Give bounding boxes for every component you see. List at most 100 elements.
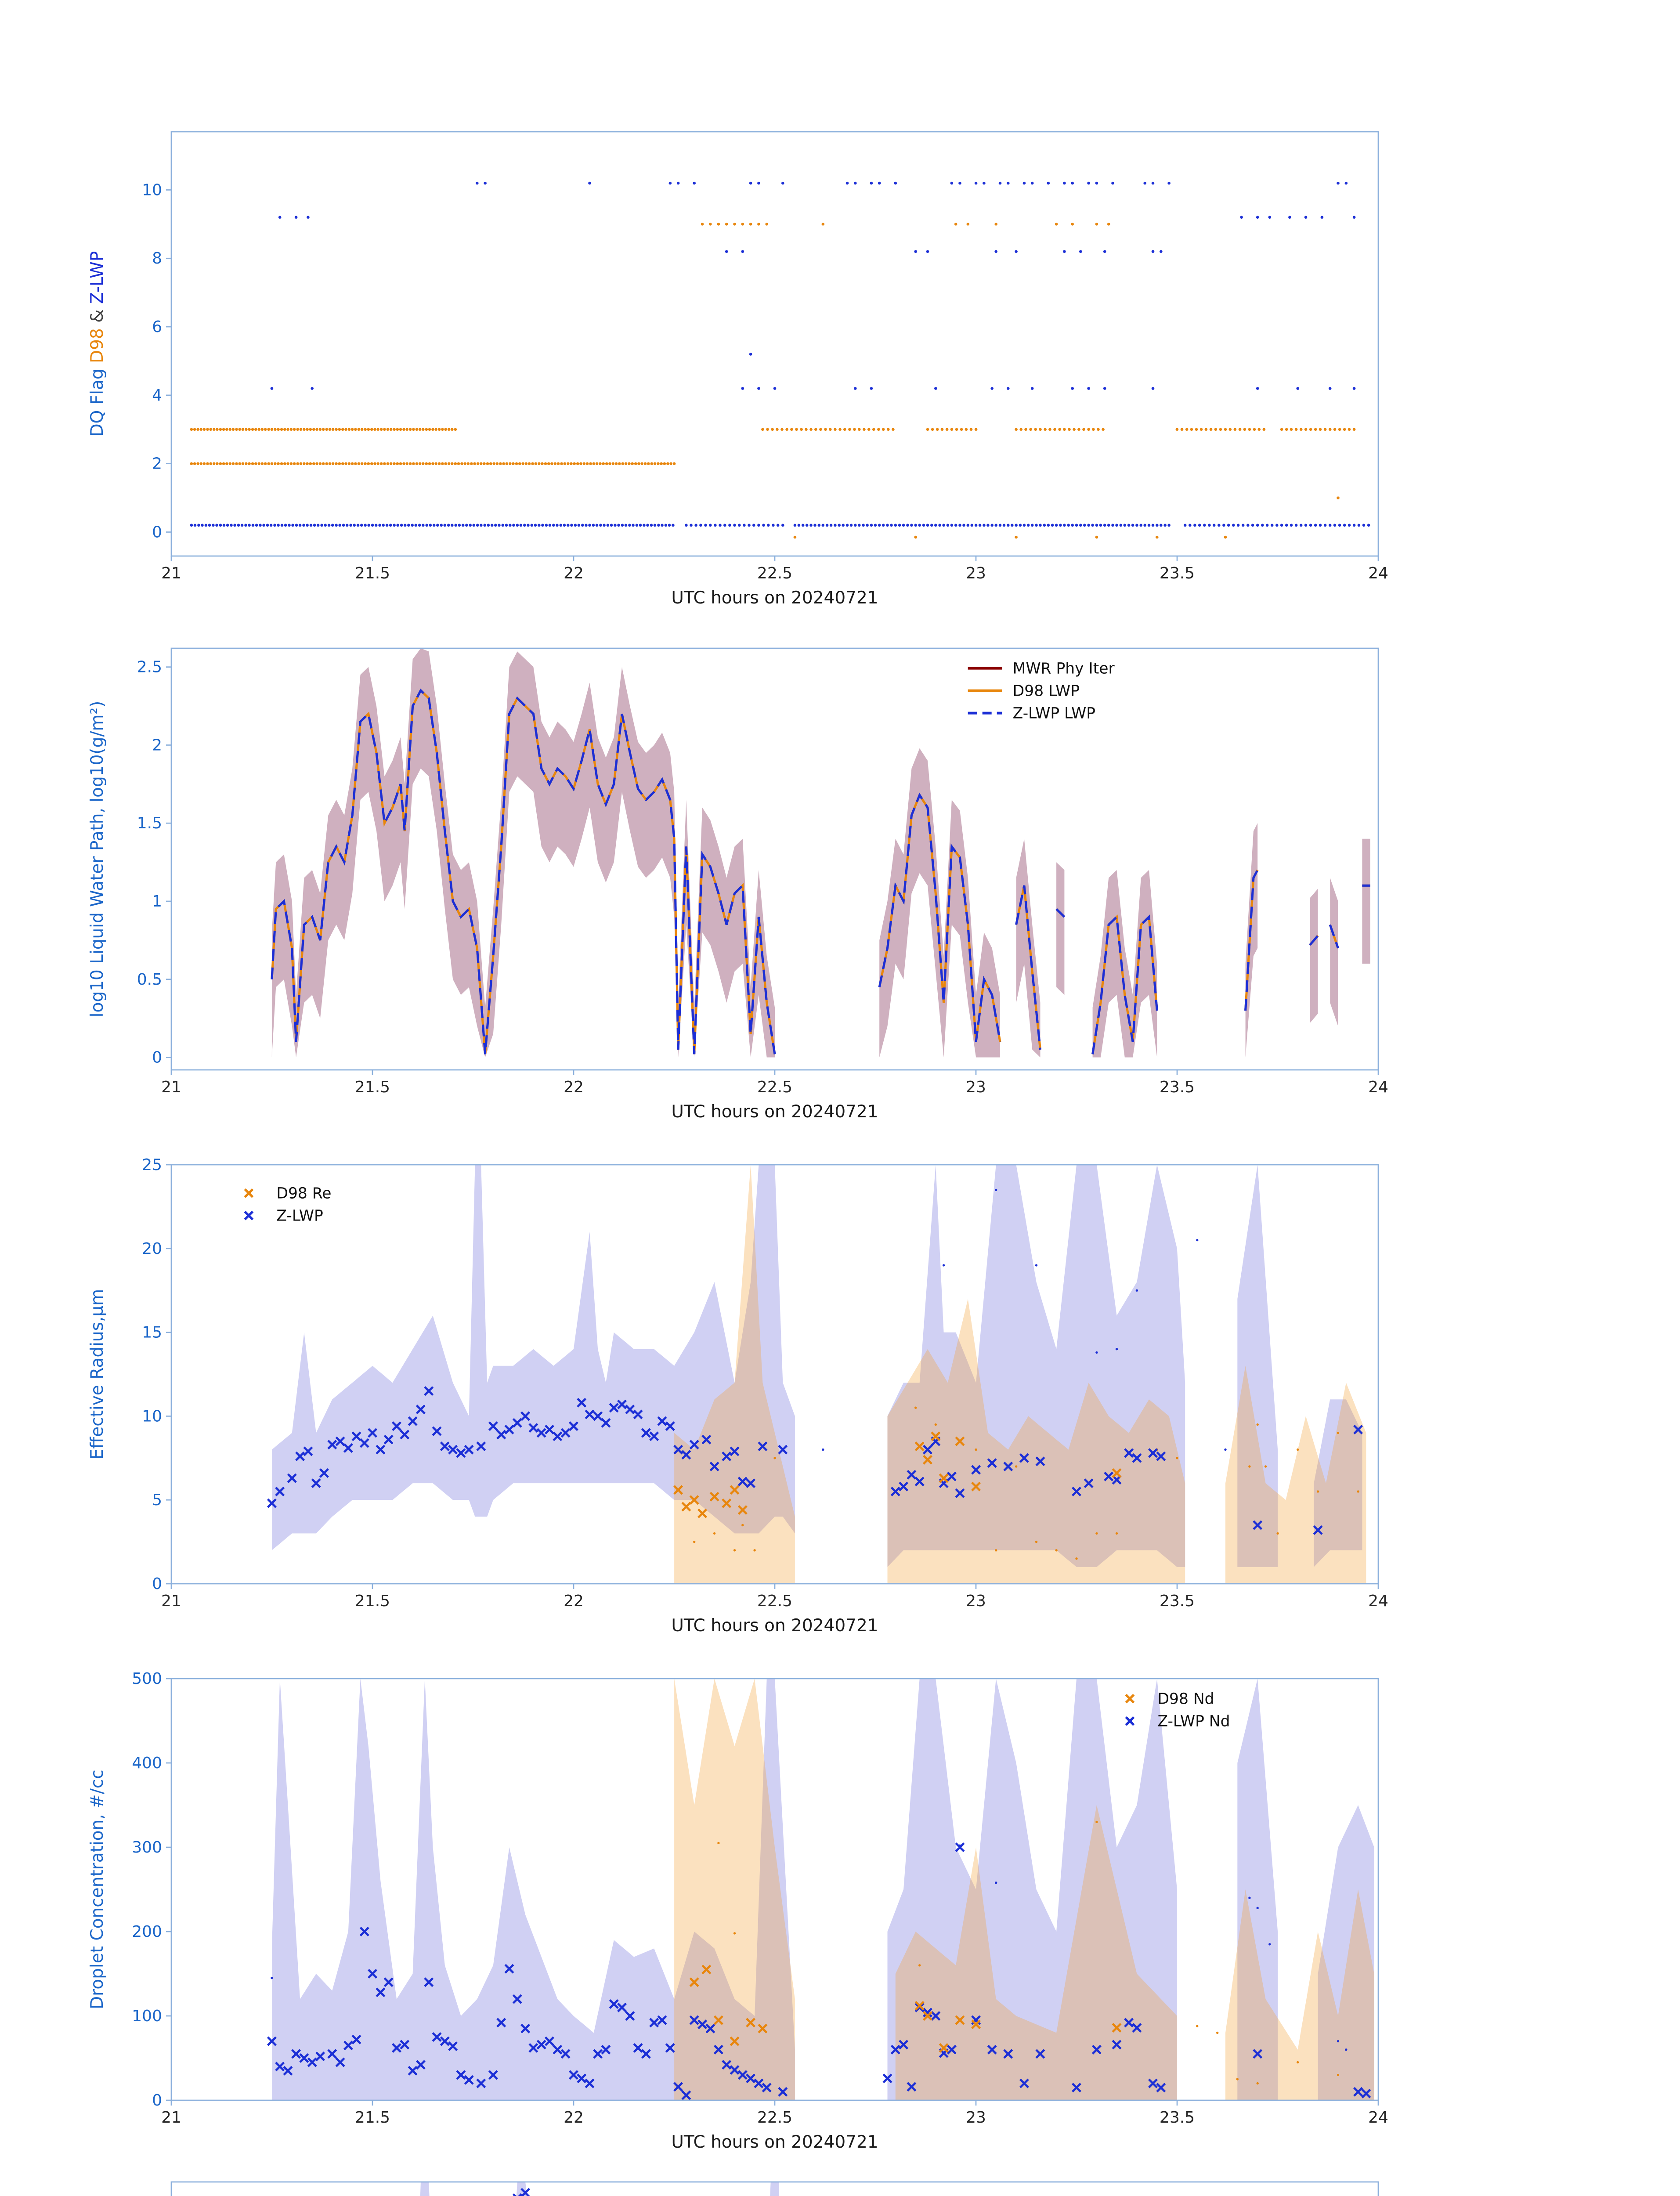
flag-dot (838, 428, 842, 431)
dot-marker (821, 223, 825, 226)
legend-x-marker (1125, 1716, 1135, 1726)
flag-dot (245, 462, 248, 465)
dot-marker (1352, 387, 1356, 390)
dot-marker (1151, 387, 1155, 390)
y-tick-label: 5 (152, 1491, 162, 1509)
flag-dot (190, 428, 193, 431)
flag-dot (862, 524, 865, 527)
legend: MWR Phy Iter D98 LWP Z-LWP LWP (968, 660, 1115, 722)
flag-dot (499, 462, 502, 465)
flag-dot (1214, 428, 1218, 431)
x-tick-label: 22 (564, 1592, 584, 1610)
dot-marker (926, 250, 929, 253)
flag-dot (434, 428, 437, 431)
flag-dot (829, 524, 833, 527)
dot-marker (1143, 181, 1147, 185)
y-axis-label: log10 Liquid Water Path, log10(g/m²) (87, 701, 107, 1018)
dot-marker (1115, 1532, 1118, 1535)
flag-dot (541, 524, 544, 527)
flag-dot (396, 524, 399, 527)
flag-dot (199, 428, 203, 431)
flag-dot (563, 524, 566, 527)
flag-dot (212, 462, 216, 465)
flag-dot (458, 524, 461, 527)
uncertainty-band (1245, 823, 1258, 1058)
flag-dot (780, 428, 784, 431)
flag-dot (1227, 524, 1230, 527)
y-tick-label: 500 (132, 1670, 162, 1688)
flag-dot (1193, 524, 1196, 527)
dot-marker (1352, 216, 1356, 219)
dot-marker (1357, 1490, 1359, 1493)
flag-dot (749, 223, 752, 226)
flag-dot (412, 462, 415, 465)
flag-dot (302, 524, 305, 527)
flag-dot (492, 462, 495, 465)
flag-dot (902, 524, 905, 527)
dot-marker (1337, 1431, 1340, 1434)
flag-dot (918, 524, 921, 527)
flag-dot (560, 462, 563, 465)
flag-dot (1053, 428, 1056, 431)
flag-dot (867, 428, 871, 431)
flag-dot (573, 462, 576, 465)
flag-dot (370, 462, 373, 465)
flag-dot (945, 428, 949, 431)
flag-dot (345, 524, 349, 527)
flag-dot (936, 428, 939, 431)
flag-dot (298, 524, 302, 527)
flag-dot (595, 462, 599, 465)
flag-dot (585, 462, 589, 465)
flag-dot (495, 462, 499, 465)
dot-marker (1103, 250, 1106, 253)
flag-dot (349, 524, 352, 527)
dot-marker (995, 1188, 997, 1191)
flag-dot (470, 462, 473, 465)
flag-dot (498, 524, 501, 527)
flag-dot (527, 462, 531, 465)
flag-dot (254, 462, 257, 465)
flag-dot (291, 524, 294, 527)
dot-marker (1079, 250, 1082, 253)
flag-dot (1034, 428, 1037, 431)
flag-dot (719, 524, 722, 527)
flag-dot (515, 462, 518, 465)
flag-dot (347, 428, 351, 431)
flag-dot (624, 524, 628, 527)
dot-marker (1264, 1465, 1267, 1468)
dot-marker (676, 181, 680, 185)
flag-dot (890, 524, 893, 527)
flag-dot (632, 524, 635, 527)
dot-marker (1288, 216, 1291, 219)
flag-dot (577, 524, 581, 527)
flag-dot (610, 524, 613, 527)
flag-dot (374, 524, 378, 527)
flag-dot (1338, 524, 1341, 527)
flag-dot (650, 524, 653, 527)
flag-dot (1362, 524, 1366, 527)
uncertainty-band (271, 1165, 795, 1550)
flag-dot (341, 428, 344, 431)
flag-dot (233, 524, 236, 527)
flag-dot (248, 462, 251, 465)
flag-dot (335, 524, 338, 527)
dot-marker (668, 181, 672, 185)
flag-dot (1030, 524, 1034, 527)
dot-marker (1035, 1264, 1038, 1267)
flag-dot (283, 428, 286, 431)
flag-dot (480, 524, 483, 527)
flag-dot (738, 524, 741, 527)
dot-marker (1063, 181, 1066, 185)
flag-dot (376, 462, 379, 465)
flag-dot (653, 462, 657, 465)
flag-dot (260, 462, 264, 465)
flag-dot (451, 524, 454, 527)
y-tick-label: 400 (132, 1754, 162, 1772)
flag-dot (201, 524, 204, 527)
flag-dot (270, 428, 274, 431)
flag-dot (230, 524, 233, 527)
dot-marker (954, 223, 957, 226)
flag-dot (235, 462, 238, 465)
dot-marker (995, 1882, 997, 1884)
flag-dot (617, 524, 620, 527)
